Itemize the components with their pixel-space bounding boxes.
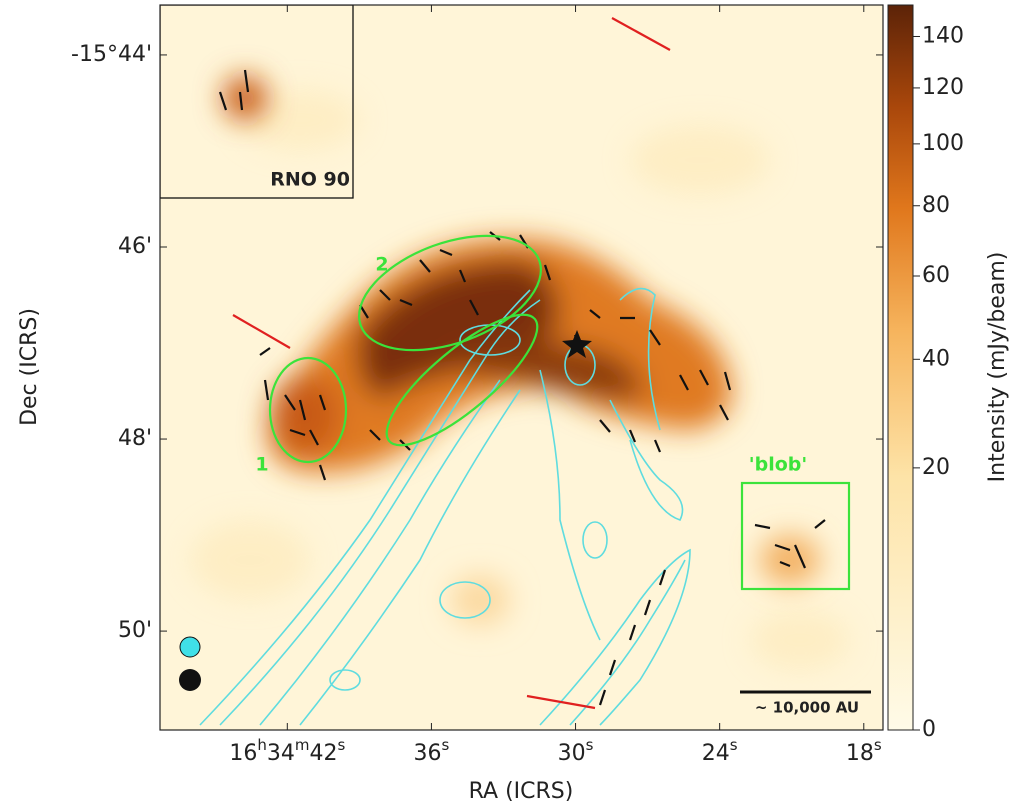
colorbar-tick-label: 60 xyxy=(922,263,950,288)
y-tick-label: 48' xyxy=(118,426,152,451)
contours xyxy=(199,287,691,726)
inset-label: RNO 90 xyxy=(270,169,350,191)
y-tick-label: -15°44' xyxy=(71,42,152,67)
beam xyxy=(179,636,201,658)
x-tick-label: 16h34m42s xyxy=(229,736,345,767)
region-label: 'blob' xyxy=(749,454,807,476)
y-tick-label: 50' xyxy=(118,618,152,643)
regions xyxy=(268,234,851,591)
colorbar-tick-label: 140 xyxy=(922,23,964,48)
y-axis-label: Dec (ICRS) xyxy=(17,308,42,426)
inset-frame xyxy=(160,5,354,199)
colorbar-label: Intensity (mJy/beam) xyxy=(985,252,1010,483)
reference-vectors xyxy=(232,17,671,710)
x-tick-label: 18s xyxy=(846,736,882,767)
region-label: 2 xyxy=(375,254,388,276)
region-label: 1 xyxy=(255,454,268,476)
colorbar-tick-label: 40 xyxy=(922,346,950,371)
x-tick-label: 36s xyxy=(414,736,450,767)
beam xyxy=(179,669,201,691)
x-tick-label: 30s xyxy=(558,736,594,767)
plot-frame xyxy=(159,4,884,731)
y-tick-label: 46' xyxy=(118,234,152,259)
star xyxy=(562,330,592,358)
colorbar-tick-label: 120 xyxy=(922,75,964,100)
colorbar-tick-label: 100 xyxy=(922,131,964,156)
colorbar-tick-label: 0 xyxy=(922,717,936,742)
x-axis-label: RA (ICRS) xyxy=(469,779,574,804)
x-tick-label: 24s xyxy=(702,736,738,767)
colorbar-tick-label: 80 xyxy=(922,193,950,218)
colorbar-tick-label: 20 xyxy=(922,455,950,480)
map-image xyxy=(160,5,883,730)
polarization-vectors xyxy=(218,69,826,706)
colorbar xyxy=(887,4,914,731)
scale-bar-label: ~ 10,000 AU xyxy=(755,699,859,717)
